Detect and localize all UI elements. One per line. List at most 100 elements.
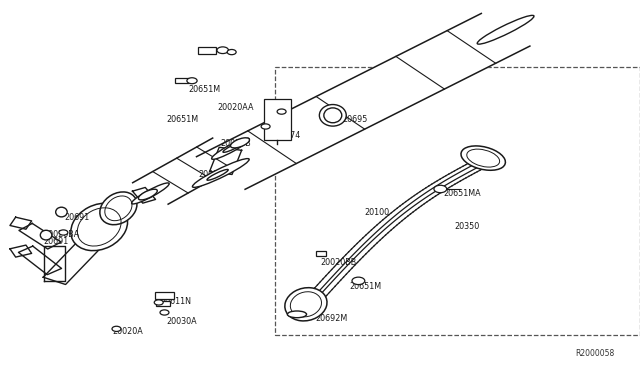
Circle shape [154,300,163,305]
Polygon shape [337,261,355,268]
Text: 20100: 20100 [365,208,390,217]
Ellipse shape [193,158,249,187]
Circle shape [227,49,236,55]
Polygon shape [132,138,248,204]
Circle shape [217,47,228,54]
Polygon shape [315,285,332,292]
Bar [275,67,640,335]
Polygon shape [452,171,466,179]
Text: 20020A: 20020A [112,327,143,336]
Ellipse shape [223,141,244,153]
Polygon shape [454,169,469,178]
Polygon shape [369,230,385,238]
Ellipse shape [477,15,534,44]
Polygon shape [317,282,335,289]
Text: 20651M: 20651M [189,85,221,94]
Polygon shape [343,255,360,262]
Circle shape [261,124,270,129]
Polygon shape [380,220,397,228]
Ellipse shape [287,311,307,318]
Polygon shape [10,245,31,257]
Bar [198,47,216,54]
Polygon shape [420,190,435,198]
Polygon shape [209,147,242,174]
Polygon shape [360,238,377,246]
Text: 20020B: 20020B [221,139,252,148]
Text: 20691: 20691 [64,213,89,222]
Circle shape [59,230,68,235]
Ellipse shape [132,183,169,204]
Polygon shape [466,163,480,172]
Ellipse shape [138,189,157,200]
Text: 20651M: 20651M [166,115,198,124]
Polygon shape [443,176,458,184]
Bar [264,99,291,140]
Polygon shape [463,165,477,173]
Polygon shape [346,252,363,260]
Polygon shape [332,267,349,274]
Polygon shape [426,186,441,194]
Text: 20651MA: 20651MA [443,189,481,198]
Polygon shape [412,196,427,204]
Ellipse shape [207,169,228,180]
Polygon shape [435,181,449,189]
Text: 20350: 20350 [454,222,479,231]
Polygon shape [355,243,372,251]
Polygon shape [10,217,31,229]
Text: 20074: 20074 [275,131,300,140]
Polygon shape [340,258,358,265]
Bar [155,292,174,299]
Polygon shape [468,162,483,170]
Polygon shape [449,173,463,181]
Bar [175,78,189,83]
Bar [156,301,170,306]
Polygon shape [309,291,326,299]
Polygon shape [19,246,61,275]
Polygon shape [417,192,433,200]
Polygon shape [415,193,430,202]
Polygon shape [400,204,416,212]
Polygon shape [392,211,408,218]
Polygon shape [446,174,460,183]
Polygon shape [363,235,380,243]
Text: 20692M: 20692M [315,314,347,323]
Polygon shape [388,213,405,221]
Text: 20020BB: 20020BB [320,258,356,267]
Polygon shape [335,264,352,271]
Ellipse shape [71,203,127,251]
Ellipse shape [285,288,327,321]
Polygon shape [377,222,394,230]
Polygon shape [403,202,419,210]
Circle shape [277,109,286,114]
Ellipse shape [212,138,249,159]
Polygon shape [349,249,366,257]
Text: 20020AA: 20020AA [218,103,254,112]
Polygon shape [323,276,340,283]
Polygon shape [374,225,391,232]
Text: 20611N: 20611N [160,297,191,306]
Bar [316,251,326,256]
Polygon shape [386,215,402,223]
Polygon shape [383,218,399,225]
Polygon shape [431,183,447,191]
Polygon shape [312,288,330,295]
Polygon shape [366,232,383,240]
Ellipse shape [461,146,506,170]
Polygon shape [397,206,413,214]
Text: 20020BA: 20020BA [44,230,80,239]
Polygon shape [460,166,474,175]
Circle shape [160,310,169,315]
Polygon shape [329,270,346,277]
Polygon shape [326,273,344,280]
Polygon shape [371,227,388,235]
Text: 20651M: 20651M [349,282,381,291]
Polygon shape [132,187,156,203]
Polygon shape [406,200,422,208]
Text: 20030A: 20030A [166,317,197,326]
Ellipse shape [230,138,250,148]
Polygon shape [357,241,374,248]
Ellipse shape [324,108,342,123]
Polygon shape [307,294,324,302]
Ellipse shape [40,230,52,240]
Polygon shape [321,279,338,286]
